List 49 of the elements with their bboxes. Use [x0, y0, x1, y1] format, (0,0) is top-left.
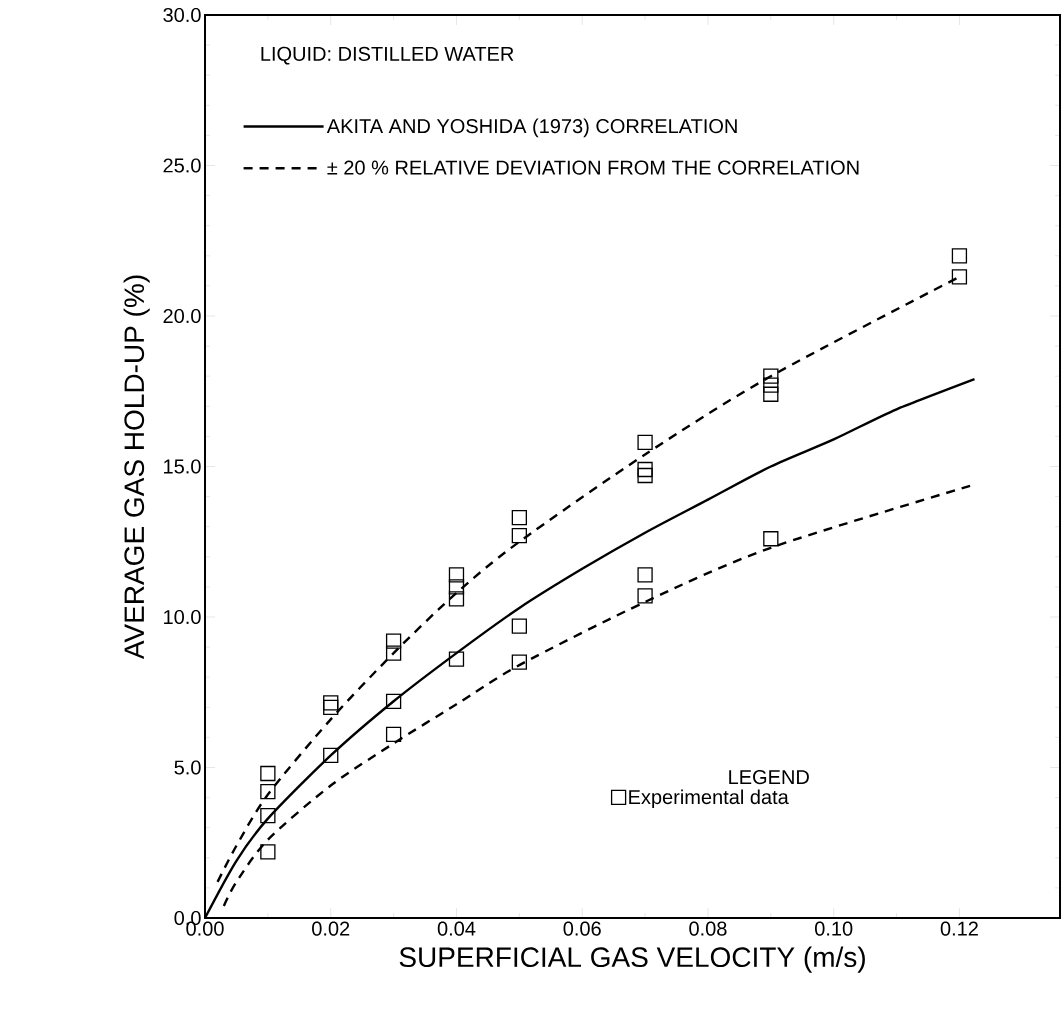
point [260, 783, 276, 800]
point [951, 269, 968, 285]
point [260, 844, 276, 860]
point [260, 765, 276, 782]
point [385, 693, 402, 709]
point [763, 368, 779, 384]
point [323, 699, 339, 715]
x-tick-label: 0.10 [815, 921, 853, 936]
legend-label: AKITA AND YOSHIDA (1973) CORRELATION [326, 118, 737, 138]
x-tick-label: 0.12 [940, 921, 978, 936]
point [637, 434, 653, 451]
y-tick-label: 15.0 [164, 459, 201, 474]
annotation: LIQUID: DISTILLED WATER [261, 46, 514, 65]
point [385, 645, 402, 661]
y-tick-label: 20.0 [163, 308, 201, 324]
legend-label: ± 20 % RELATIVE DEVIATION FROM THE CORRELATION [327, 160, 859, 175]
point [323, 747, 339, 764]
y-axis-title: AVERAGE GAS HOLD-UP (%) [123, 275, 150, 660]
point [511, 528, 527, 544]
point [385, 633, 402, 649]
y-tick-label: 5.0 [174, 760, 201, 775]
point [448, 579, 465, 595]
legend-label: Experimental data [629, 789, 789, 809]
y-tick-label: 30.0 [163, 7, 201, 23]
point [763, 377, 779, 393]
x-tick-label: 0.02 [312, 921, 350, 936]
point [448, 651, 465, 667]
point [511, 618, 527, 634]
point [448, 591, 465, 607]
point [323, 695, 339, 711]
x-tick-label: 0.04 [437, 921, 476, 936]
point [637, 467, 653, 484]
point [951, 248, 968, 264]
point [637, 461, 653, 478]
point [637, 567, 653, 583]
point [511, 654, 527, 670]
x-tick-label: 0.06 [563, 921, 601, 936]
point [763, 386, 779, 402]
x-axis-title: SUPERFICIAL GAS VELOCITY (m/s) [399, 946, 865, 973]
y-tick-label: 10.0 [164, 609, 201, 625]
x-tick-label: 0.08 [689, 921, 727, 936]
point [448, 567, 465, 583]
y-tick-label: 25.0 [163, 158, 201, 173]
point [763, 531, 779, 547]
legend-title: LEGEND [729, 769, 809, 785]
point [260, 808, 276, 824]
point [385, 726, 402, 743]
point [637, 588, 653, 604]
point [511, 510, 527, 526]
